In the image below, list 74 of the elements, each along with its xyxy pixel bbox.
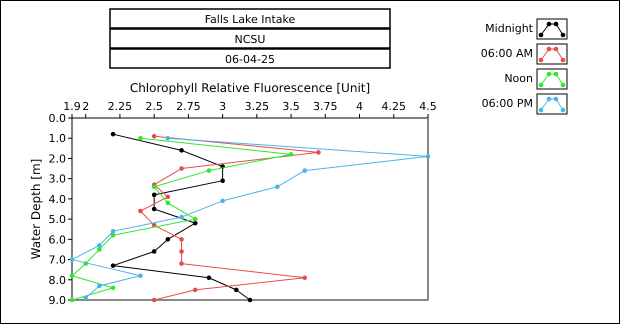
chart-title: Falls Lake Intake bbox=[204, 13, 296, 26]
legend-label: 06:00 PM bbox=[482, 97, 533, 110]
point bbox=[166, 136, 170, 141]
y-tick-label: 2.0 bbox=[48, 152, 66, 166]
point bbox=[179, 214, 184, 220]
y-tick-label: 5.0 bbox=[48, 213, 66, 226]
point bbox=[70, 273, 74, 278]
point bbox=[152, 298, 156, 302]
point bbox=[166, 237, 170, 242]
point bbox=[316, 150, 321, 155]
x-tick-label: 3.25 bbox=[244, 100, 270, 113]
point bbox=[166, 194, 170, 200]
point bbox=[97, 243, 102, 248]
y-axis-title: Water Depth [m] bbox=[29, 158, 43, 260]
point bbox=[248, 298, 252, 302]
y-tick-label: 8.0 bbox=[48, 274, 66, 287]
x-tick-label: 3.5 bbox=[282, 100, 300, 113]
point bbox=[152, 134, 156, 138]
y-tick-label: 1.0 bbox=[48, 132, 66, 146]
point bbox=[302, 168, 308, 173]
point bbox=[192, 220, 198, 226]
point bbox=[138, 208, 143, 214]
x-tick-label: 2.5 bbox=[145, 100, 163, 113]
point bbox=[426, 154, 430, 159]
point bbox=[192, 216, 198, 222]
point bbox=[234, 288, 239, 292]
chart-subtitle: NCSU bbox=[234, 33, 266, 46]
y-tick-label: 0.0 bbox=[48, 112, 66, 125]
point bbox=[97, 284, 102, 288]
x-tick-label: 4.25 bbox=[382, 100, 406, 113]
point bbox=[152, 192, 156, 198]
legend-label: 06:00 AM bbox=[480, 47, 533, 60]
point bbox=[275, 184, 280, 190]
point bbox=[110, 228, 116, 234]
point bbox=[152, 249, 156, 254]
x-tick-label: 1.9 bbox=[63, 100, 81, 113]
point bbox=[288, 152, 294, 157]
x-tick-label: 3.75 bbox=[313, 100, 338, 113]
point bbox=[220, 178, 225, 183]
point bbox=[110, 286, 116, 290]
text: 06-04-25 bbox=[225, 53, 275, 66]
x-tick-label: 4 bbox=[356, 100, 364, 113]
x-tick-label: 2.75 bbox=[176, 100, 201, 113]
point bbox=[110, 232, 116, 238]
y-tick-label: 6.0 bbox=[48, 233, 66, 246]
point bbox=[179, 261, 184, 266]
point bbox=[206, 275, 212, 280]
point bbox=[179, 148, 184, 153]
point bbox=[138, 273, 143, 278]
x-tick-label: 4.5 bbox=[419, 100, 437, 113]
point bbox=[110, 132, 116, 136]
y-tick-label: 9.0 bbox=[48, 294, 66, 307]
point bbox=[179, 249, 184, 254]
legend-label: Midnight bbox=[485, 22, 534, 35]
x-axis-title: Chlorophyll Relative Fluorescence [Unit] bbox=[130, 81, 370, 95]
legend-label: Noon bbox=[504, 72, 534, 85]
point bbox=[220, 198, 225, 204]
y-tick-label: 3.0 bbox=[48, 172, 66, 186]
x-tick-label: 2.25 bbox=[108, 100, 132, 113]
point bbox=[179, 166, 184, 171]
point bbox=[110, 263, 116, 268]
y-tick-label: 7.0 bbox=[48, 254, 66, 267]
x-tick-label: 2 bbox=[82, 100, 90, 113]
x-tick-label: 3 bbox=[219, 100, 226, 113]
point bbox=[166, 200, 170, 206]
point bbox=[206, 168, 212, 173]
point bbox=[192, 288, 198, 292]
point bbox=[97, 247, 102, 252]
point bbox=[302, 275, 308, 280]
y-tick-label: 4.0 bbox=[48, 192, 66, 206]
point bbox=[138, 136, 143, 141]
point bbox=[83, 296, 88, 300]
point bbox=[152, 206, 156, 212]
point bbox=[179, 237, 184, 242]
